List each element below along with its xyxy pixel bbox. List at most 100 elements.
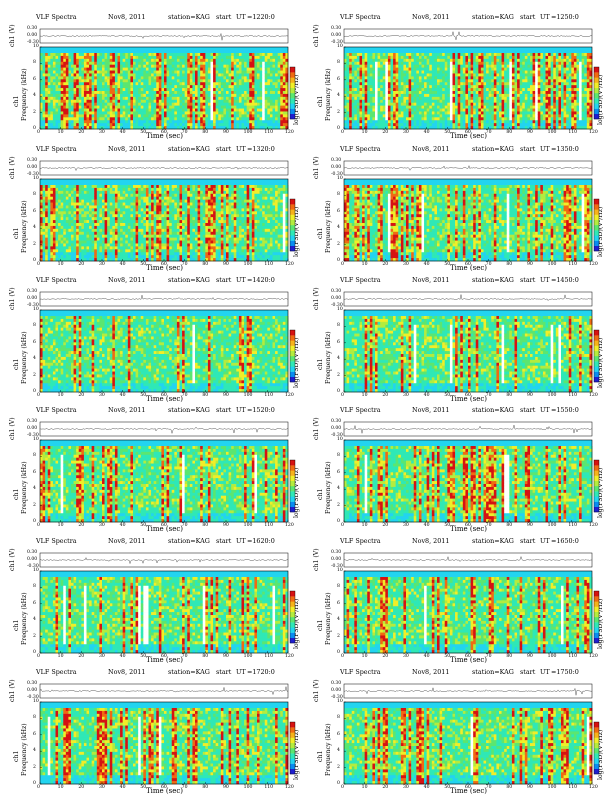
spectrogram-cell xyxy=(195,100,198,103)
spectrogram-cell xyxy=(579,94,582,97)
spectrogram-cell xyxy=(130,53,133,56)
spectrogram-cell xyxy=(571,94,574,97)
spectrogram-cell xyxy=(360,65,363,68)
spectrogram-cell xyxy=(120,88,123,91)
spectrogram-cell xyxy=(432,59,435,62)
spectrogram-cell xyxy=(159,123,162,126)
spectrogram-cell xyxy=(401,56,404,59)
spectrogram-cell xyxy=(218,62,221,65)
spectrogram-cell xyxy=(372,65,375,68)
spectrogram-cell xyxy=(517,97,520,100)
spectrogram-cell xyxy=(440,73,443,76)
spectrogram-cell xyxy=(577,71,580,74)
spectrogram-cell xyxy=(349,117,352,120)
spectrogram-cell xyxy=(564,82,567,85)
spectrogram-cell xyxy=(223,123,226,126)
spectrogram-cell xyxy=(267,76,270,79)
spectrogram-cell xyxy=(378,88,381,91)
spectrogram-cell xyxy=(190,91,193,94)
spectrogram-cell xyxy=(517,68,520,71)
spectrogram-cell xyxy=(221,106,224,109)
spectrogram-cell xyxy=(566,100,569,103)
spectrogram-cell xyxy=(411,65,414,68)
spectrogram-cell xyxy=(154,94,157,97)
spectrogram-cell xyxy=(138,56,141,59)
spectrogram-cell xyxy=(349,85,352,88)
spectrogram-cell xyxy=(218,68,221,71)
spectrogram-cell xyxy=(440,79,443,82)
spectrogram-cell xyxy=(169,59,172,62)
x-tick-label: 40 xyxy=(120,131,126,136)
spectrogram-cell xyxy=(515,120,518,123)
spectrogram-cell xyxy=(200,62,203,65)
spectrogram-cell xyxy=(211,65,214,68)
spectrogram-cell xyxy=(533,123,536,126)
spectrogram-cell xyxy=(499,100,502,103)
spectrogram-cell xyxy=(244,73,247,76)
spectrogram-cell xyxy=(489,68,492,71)
spectrogram-cell xyxy=(481,91,484,94)
spectrogram-cell xyxy=(89,82,92,85)
spectrogram-cell xyxy=(401,106,404,109)
spectrogram-cell xyxy=(182,120,185,123)
spectrogram-cell xyxy=(120,100,123,103)
spectrogram-cell xyxy=(566,88,569,91)
spectrogram-cell xyxy=(564,53,567,56)
spectrogram-cell xyxy=(396,111,399,114)
spectrogram-cell xyxy=(187,88,190,91)
spectrogram-cell xyxy=(484,82,487,85)
spectrogram-cell xyxy=(378,73,381,76)
spectrogram-cell xyxy=(442,106,445,109)
spectrogram-cell xyxy=(53,73,56,76)
spectrogram-cell xyxy=(486,120,489,123)
spectrogram-cell xyxy=(141,53,144,56)
spectrogram-cell xyxy=(362,79,365,82)
spectrogram-cell xyxy=(94,82,97,85)
spectrogram-cell xyxy=(419,53,422,56)
spectrogram-cell xyxy=(370,56,373,59)
spectrogram-cell xyxy=(548,91,551,94)
spectrogram-cell xyxy=(517,100,520,103)
spectrogram-cell xyxy=(244,117,247,120)
spectrogram-cell xyxy=(406,71,409,74)
spectrogram-cell xyxy=(548,82,551,85)
spectrogram-cell xyxy=(115,82,118,85)
spectrogram-cell xyxy=(422,109,425,112)
spectrogram-cell xyxy=(383,71,386,74)
spectrogram-cell xyxy=(375,117,378,120)
spectrogram-cell xyxy=(416,53,419,56)
spectrogram-cell xyxy=(367,53,370,56)
spectrogram-cell xyxy=(571,109,574,112)
spectrogram-cell xyxy=(130,65,133,68)
spectrogram-cell xyxy=(43,79,46,82)
spectrogram-cell xyxy=(471,111,474,114)
spectrogram-cell xyxy=(393,106,396,109)
spectrogram-cell xyxy=(61,65,64,68)
spectrogram-cell xyxy=(123,56,126,59)
spectrogram-cell xyxy=(151,88,154,91)
spectrogram-cell xyxy=(512,109,515,112)
spectrogram-cell xyxy=(445,117,448,120)
spectrogram-cell xyxy=(509,117,512,120)
spectrogram-cell xyxy=(388,71,391,74)
spectrogram-cell xyxy=(419,73,422,76)
spectrogram-cell xyxy=(525,91,528,94)
spectrogram-cell xyxy=(234,91,237,94)
spectrogram-cell xyxy=(182,111,185,114)
spectrogram-cell xyxy=(128,76,131,79)
spectrogram-cell xyxy=(265,120,268,123)
spectrogram-cell xyxy=(478,65,481,68)
spectrogram-cell xyxy=(185,85,188,88)
spectrogram-cell xyxy=(566,91,569,94)
spectrogram-cell xyxy=(419,103,422,106)
spectrogram-cell xyxy=(275,53,278,56)
spectrogram-cell xyxy=(478,103,481,106)
spectrogram-cell xyxy=(432,106,435,109)
spectrogram-cell xyxy=(569,73,572,76)
spectrogram-cell xyxy=(468,120,471,123)
spectrogram-cell xyxy=(496,114,499,117)
spectrogram-cell xyxy=(252,59,255,62)
spectrogram-cell xyxy=(190,59,193,62)
spectrogram-cell xyxy=(125,111,128,114)
spectrogram-cell xyxy=(507,68,510,71)
